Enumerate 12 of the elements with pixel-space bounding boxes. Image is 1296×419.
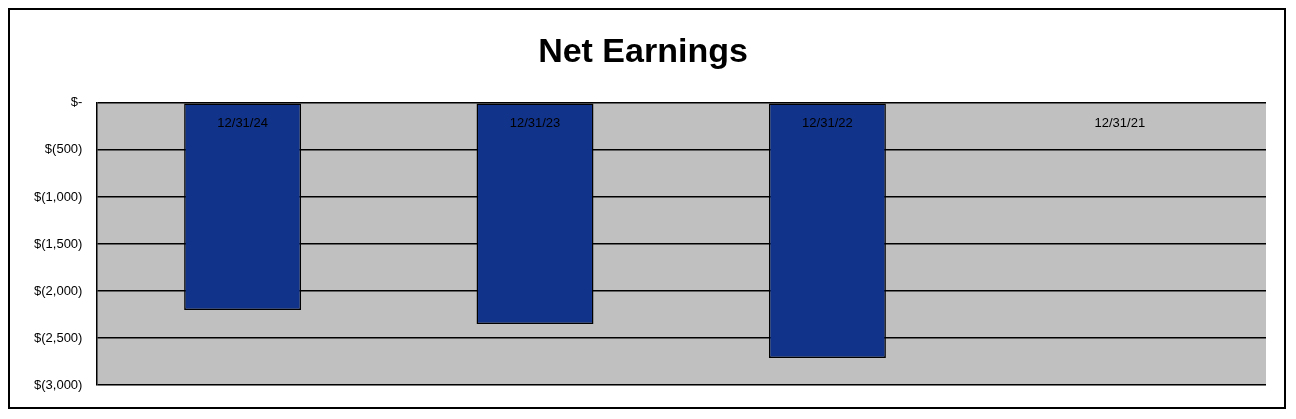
y-tick-label: $- (70, 94, 83, 110)
y-tick-label: $(1,500) (34, 235, 83, 251)
y-tick-label: $(2,000) (34, 282, 83, 298)
x-tick-label: 12/31/22 (802, 114, 853, 130)
y-tick-label: $(2,500) (34, 329, 83, 345)
x-tick-label: 12/31/21 (1094, 114, 1146, 130)
y-tick-label: $(1,000) (34, 188, 83, 204)
chart-title: Net Earnings (538, 30, 748, 69)
y-tick-label: $(3,000) (34, 376, 83, 392)
x-tick-label: 12/31/23 (509, 114, 561, 130)
y-tick-label: $(500) (44, 141, 83, 157)
x-tick-label: 12/31/24 (217, 114, 268, 130)
